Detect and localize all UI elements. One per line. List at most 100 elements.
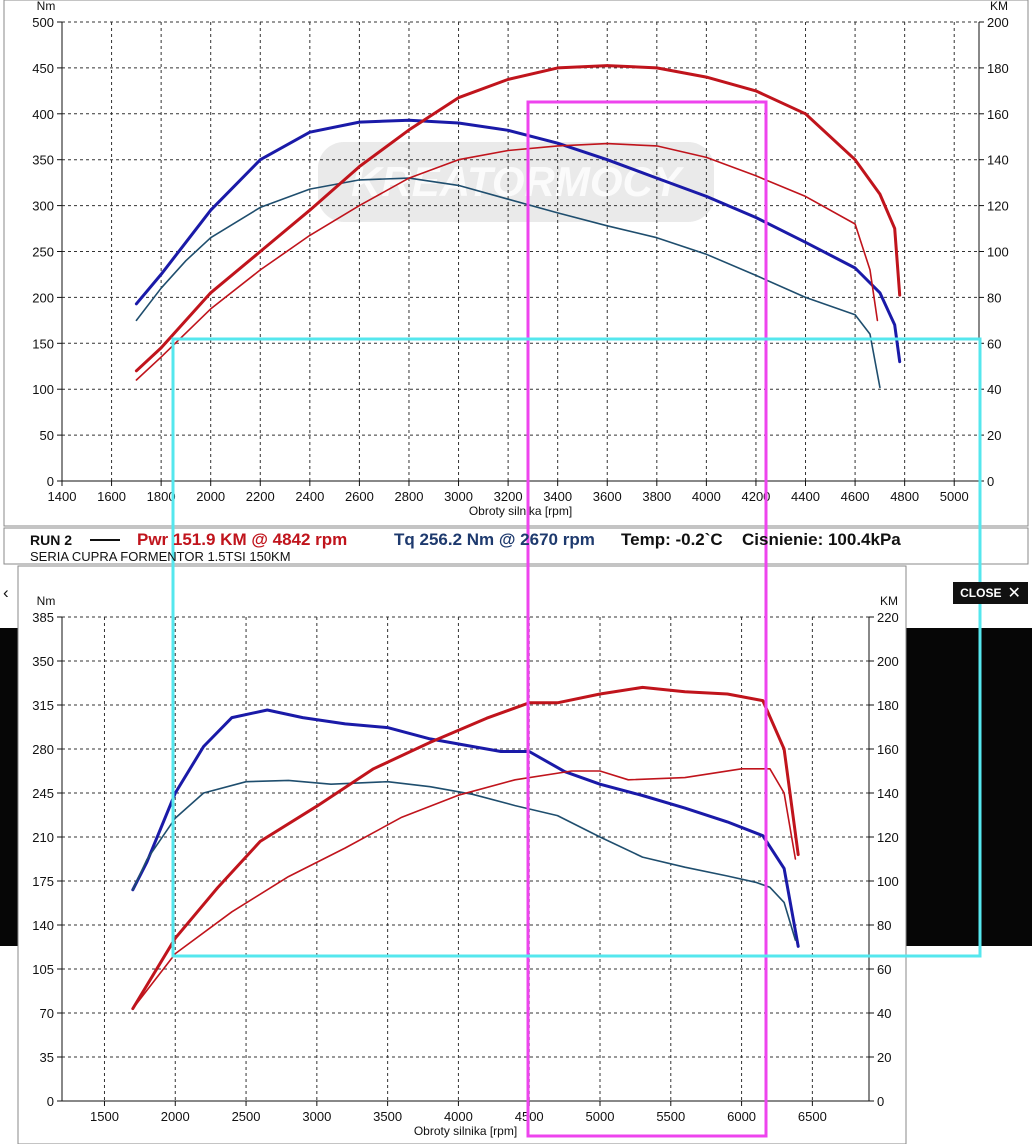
power-readout: Pwr 151.9 KM @ 4842 rpm <box>137 530 348 549</box>
bottom-chart-y-right-tick-label: 120 <box>877 830 899 845</box>
top-chart-x-tick-label: 4000 <box>692 489 721 504</box>
close-button[interactable]: CLOSE ✕ <box>953 582 1028 604</box>
bottom-chart-x-tick-label: 1500 <box>90 1109 119 1124</box>
top-chart-x-tick-label: 4600 <box>841 489 870 504</box>
top-chart-x-tick-label: 3800 <box>642 489 671 504</box>
bottom-chart-y-right-tick-label: 180 <box>877 698 899 713</box>
bottom-chart-y-right-tick-label: 220 <box>877 610 899 625</box>
bottom-chart-y-right-tick-label: 160 <box>877 742 899 757</box>
top-chart-x-tick-label: 3000 <box>444 489 473 504</box>
bottom-chart-y-left-tick-label: 140 <box>32 918 54 933</box>
bottom-chart-y-left-tick-label: 175 <box>32 874 54 889</box>
top-chart-y-left-tick-label: 200 <box>32 290 54 305</box>
bottom-chart-x-tick-label: 4000 <box>444 1109 473 1124</box>
top-chart-y-right-tick-label: 200 <box>987 15 1009 30</box>
bottom-chart-y-right-tick-label: 0 <box>877 1094 884 1109</box>
top-chart-series-power-after <box>134 64 902 373</box>
top-chart-x-tick-label: 4200 <box>741 489 770 504</box>
top-chart-x-tick-label: 1800 <box>147 489 176 504</box>
temperature-readout: Temp: -0.2`C <box>621 530 723 549</box>
bottom-chart-series-torque-after <box>131 708 800 948</box>
bottom-chart-x-tick-label: 3500 <box>373 1109 402 1124</box>
bottom-chart-y-left-tick-label: 0 <box>47 1094 54 1109</box>
bottom-chart-y-right-tick-label: 140 <box>877 786 899 801</box>
top-chart-y-left-tick-label: 150 <box>32 336 54 351</box>
top-chart-y-left-tick-label: 250 <box>32 245 54 260</box>
top-chart-y-right-tick-label: 60 <box>987 336 1001 351</box>
top-chart-x-tick-label: 3400 <box>543 489 572 504</box>
bottom-chart-y-left-title: Nm <box>37 594 56 608</box>
top-chart-y-left-tick-label: 350 <box>32 153 54 168</box>
bottom-chart-series-torque-stock <box>132 779 797 941</box>
bottom-chart-y-right-tick-label: 100 <box>877 874 899 889</box>
top-chart-y-right-tick-label: 20 <box>987 428 1001 443</box>
chevron-left-icon[interactable]: ‹ <box>3 583 9 602</box>
bottom-chart-y-right-tick-label: 60 <box>877 962 891 977</box>
bottom-chart-x-tick-label: 5000 <box>586 1109 615 1124</box>
top-chart-y-left-tick-label: 100 <box>32 382 54 397</box>
run-info-line: RUN 2 Pwr 151.9 KM @ 4842 rpm Tq 256.2 N… <box>30 530 910 550</box>
bottom-chart-x-title: Obroty silnika [rpm] <box>414 1124 517 1138</box>
top-chart-y-right-tick-label: 100 <box>987 245 1009 260</box>
top-chart-y-left-tick-label: 400 <box>32 107 54 122</box>
bottom-chart-y-left-tick-label: 70 <box>40 1006 54 1021</box>
bottom-chart-y-left-tick-label: 210 <box>32 830 54 845</box>
bottom-chart-y-left-tick-label: 350 <box>32 654 54 669</box>
top-chart-series-power-stock <box>135 142 879 381</box>
top-chart-y-right-tick-label: 80 <box>987 290 1001 305</box>
top-chart-x-tick-label: 3200 <box>494 489 523 504</box>
bottom-chart-y-right-tick-label: 20 <box>877 1050 891 1065</box>
top-chart-x-tick-label: 2000 <box>196 489 225 504</box>
bottom-chart-x-tick-label: 6000 <box>727 1109 756 1124</box>
bottom-chart-x-tick-label: 3000 <box>302 1109 331 1124</box>
close-label: CLOSE <box>960 586 1002 600</box>
bottom-chart-series-power-stock <box>132 767 797 1010</box>
bottom-chart-y-right-tick-label: 80 <box>877 918 891 933</box>
bottom-panel-frame <box>17 565 907 1144</box>
top-chart-x-tick-label: 5000 <box>940 489 969 504</box>
bottom-chart-y-right-tick-label: 200 <box>877 654 899 669</box>
bottom-chart-x-tick-label: 2500 <box>232 1109 261 1124</box>
close-icon: ✕ <box>1007 585 1021 602</box>
top-chart-x-title: Obroty silnika [rpm] <box>469 504 572 518</box>
top-chart-x-tick-label: 2600 <box>345 489 374 504</box>
watermark-text: KREATORMOCY <box>351 158 685 205</box>
top-chart-y-right-tick-label: 40 <box>987 382 1001 397</box>
info-strip-frame <box>3 527 1029 565</box>
vehicle-caption: SERIA CUPRA FORMENTOR 1.5TSI 150KM <box>30 549 291 564</box>
top-chart-x-tick-label: 2800 <box>395 489 424 504</box>
bottom-chart-x-tick-label: 2000 <box>161 1109 190 1124</box>
top-chart-y-right-tick-label: 140 <box>987 153 1009 168</box>
top-chart-series-torque-after <box>134 118 902 364</box>
top-chart-x-tick-label: 2200 <box>246 489 275 504</box>
top-chart-y-right-tick-label: 0 <box>987 474 994 489</box>
bottom-chart-y-right-tick-label: 40 <box>877 1006 891 1021</box>
top-chart-y-right-tick-label: 180 <box>987 61 1009 76</box>
top-chart-y-right-title: KM <box>990 0 1008 13</box>
cyan-highlight-box <box>171 337 982 958</box>
top-chart-y-left-title: Nm <box>37 0 56 13</box>
bottom-chart-x-tick-label: 6500 <box>798 1109 827 1124</box>
top-chart-y-left-tick-label: 0 <box>47 474 54 489</box>
magenta-highlight-box <box>526 100 768 1138</box>
run-legend-line <box>90 539 120 541</box>
top-chart-y-left-tick-label: 50 <box>40 428 54 443</box>
background-band-right <box>906 628 1032 946</box>
top-chart-x-tick-label: 4800 <box>890 489 919 504</box>
top-chart-series-torque-stock <box>135 177 881 389</box>
top-chart-x-tick-label: 1600 <box>97 489 126 504</box>
top-chart-y-right-tick-label: 160 <box>987 107 1009 122</box>
pressure-readout: Cisnienie: 100.4kPa <box>742 530 901 549</box>
bottom-chart-x-tick-label: 5500 <box>656 1109 685 1124</box>
background-band-left <box>0 628 18 946</box>
top-chart-y-left-tick-label: 500 <box>32 15 54 30</box>
bottom-chart-y-left-tick-label: 245 <box>32 786 54 801</box>
top-panel-frame <box>3 0 1029 527</box>
top-chart-x-tick-label: 1400 <box>48 489 77 504</box>
run-label: RUN 2 <box>30 532 73 548</box>
top-chart-x-tick-label: 3600 <box>593 489 622 504</box>
top-chart-y-left-tick-label: 450 <box>32 61 54 76</box>
bottom-chart-y-left-tick-label: 105 <box>32 962 54 977</box>
bottom-chart-y-left-tick-label: 280 <box>32 742 54 757</box>
